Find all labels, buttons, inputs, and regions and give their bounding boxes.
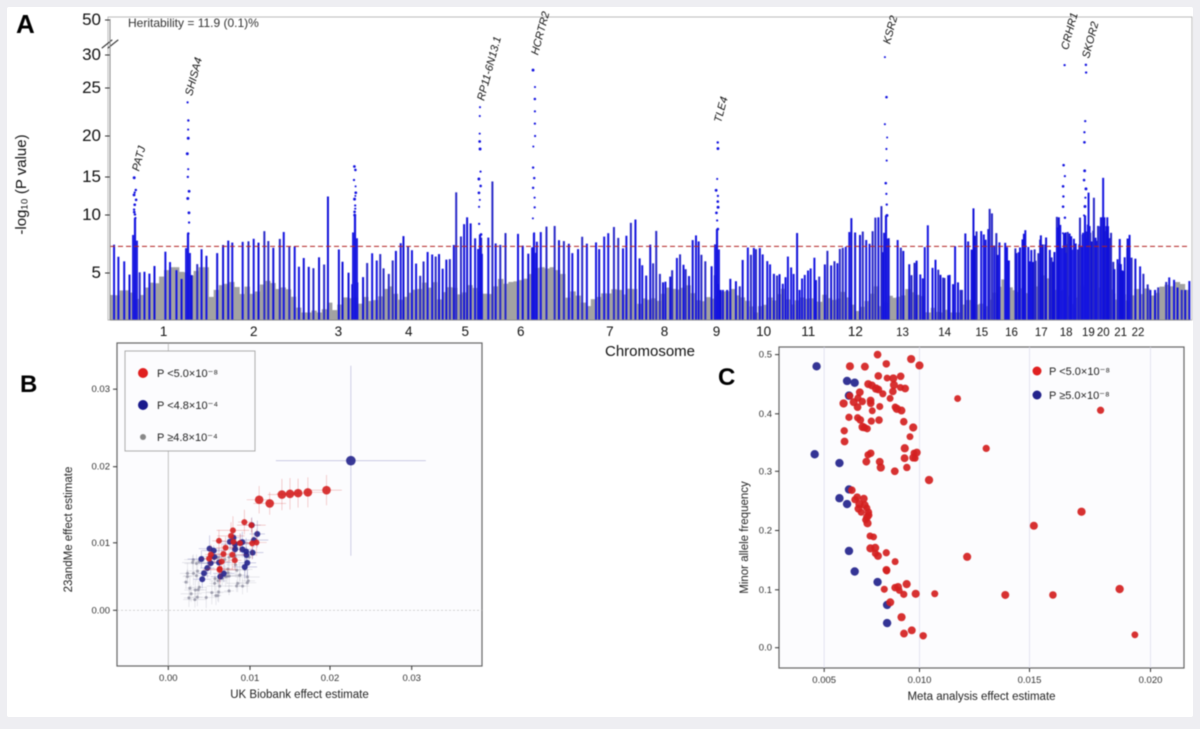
svg-text:0.020: 0.020 — [1139, 675, 1163, 686]
svg-text:0.4: 0.4 — [759, 409, 772, 420]
svg-text:SHISA4: SHISA4 — [183, 56, 205, 97]
svg-text:0.00: 0.00 — [92, 605, 111, 616]
svg-text:0.02: 0.02 — [321, 673, 340, 684]
svg-text:Minor allele frequency: Minor allele frequency — [739, 481, 751, 594]
svg-text:0.03: 0.03 — [402, 673, 421, 684]
svg-text:25: 25 — [82, 78, 101, 97]
svg-text:Heritability = 11.9 (0.1)%: Heritability = 11.9 (0.1)% — [128, 16, 259, 30]
svg-text:A: A — [16, 9, 35, 39]
svg-text:KSR2: KSR2 — [881, 15, 900, 46]
svg-text:0.01: 0.01 — [92, 538, 111, 549]
svg-text:C: C — [718, 364, 735, 391]
svg-text:0.01: 0.01 — [241, 673, 260, 684]
svg-text:50: 50 — [82, 10, 101, 29]
svg-text:P <5.0×10⁻⁸: P <5.0×10⁻⁸ — [1049, 366, 1110, 378]
svg-text:30: 30 — [82, 45, 101, 64]
svg-text:0.1: 0.1 — [759, 585, 772, 596]
svg-text:P <4.8×10⁻⁴: P <4.8×10⁻⁴ — [157, 400, 218, 412]
svg-text:0.010: 0.010 — [908, 675, 932, 686]
svg-text:0.2: 0.2 — [759, 526, 772, 537]
svg-text:P ≥5.0×10⁻⁸: P ≥5.0×10⁻⁸ — [1049, 390, 1110, 402]
svg-text:10: 10 — [82, 205, 101, 224]
svg-text:UK Biobank effect estimate: UK Biobank effect estimate — [230, 689, 369, 701]
svg-text:0.0: 0.0 — [759, 643, 772, 654]
svg-text:-log₁₀ (P value): -log₁₀ (P value) — [13, 134, 30, 234]
svg-text:SKOR2: SKOR2 — [1080, 21, 1101, 60]
svg-text:Meta analysis effect estimate: Meta analysis effect estimate — [907, 691, 1055, 703]
svg-text:23andMe effect estimate: 23andMe effect estimate — [63, 467, 75, 593]
svg-text:0.015: 0.015 — [1018, 675, 1042, 686]
svg-text:P ≥4.8×10⁻⁴: P ≥4.8×10⁻⁴ — [157, 432, 218, 444]
svg-text:5: 5 — [92, 263, 101, 282]
svg-text:RP11-6N13.1: RP11-6N13.1 — [475, 35, 504, 102]
svg-text:0.00: 0.00 — [159, 673, 178, 684]
svg-text:0.005: 0.005 — [812, 675, 836, 686]
svg-text:B: B — [20, 371, 37, 398]
svg-text:0.3: 0.3 — [759, 466, 772, 477]
svg-text:15: 15 — [82, 167, 101, 186]
svg-text:0.5: 0.5 — [759, 350, 772, 361]
svg-text:TLE4: TLE4 — [712, 96, 730, 125]
svg-text:0.03: 0.03 — [92, 384, 111, 395]
svg-text:0.02: 0.02 — [92, 462, 111, 473]
svg-text:PATJ: PATJ — [130, 145, 148, 173]
svg-text:20: 20 — [82, 126, 101, 145]
svg-text:P <5.0×10⁻⁸: P <5.0×10⁻⁸ — [157, 368, 218, 380]
